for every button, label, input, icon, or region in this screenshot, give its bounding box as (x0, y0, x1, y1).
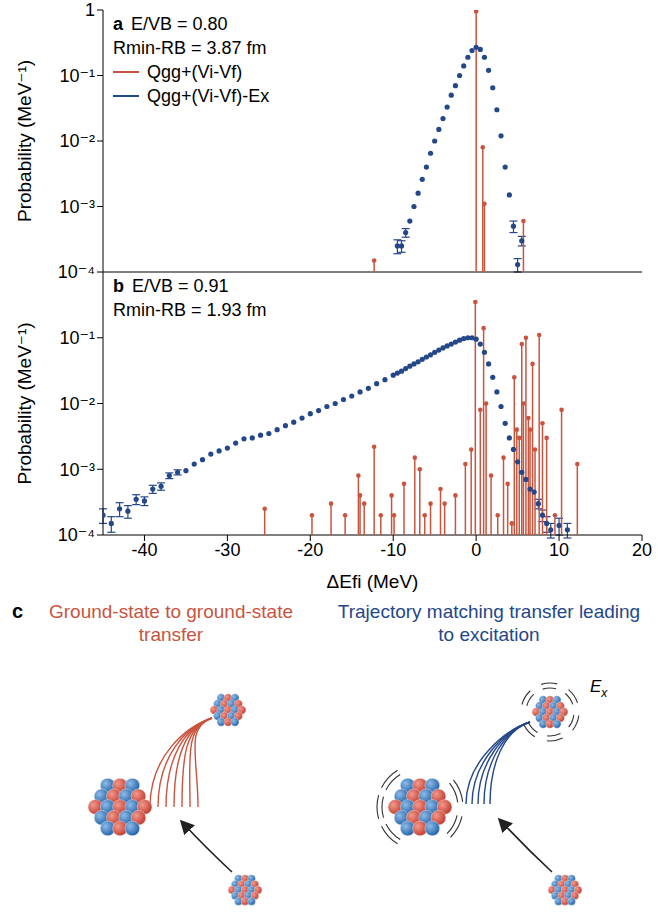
svg-text:Ex: Ex (590, 677, 608, 700)
html-text:a: a (113, 14, 123, 34)
svg-text:Probability (MeV⁻¹): Probability (MeV⁻¹) (14, 322, 35, 484)
svg-text:0: 0 (471, 540, 481, 560)
html-text:Trajectory matching transfer l: Trajectory matching transfer leading to … (337, 601, 641, 645)
svg-text:10⁻³: 10⁻³ (59, 460, 95, 480)
svg-text:10⁻⁴: 10⁻⁴ (58, 525, 95, 545)
svg-text:10⁻¹: 10⁻¹ (59, 328, 95, 348)
svg-text:10⁻⁴: 10⁻⁴ (58, 262, 95, 282)
svg-text:20: 20 (632, 540, 652, 560)
svg-text:ΔEfi (MeV): ΔEfi (MeV) (327, 571, 419, 592)
html-text:Rmin-RB = 3.87 fm: Rmin-RB = 3.87 fm (113, 38, 267, 58)
svg-text:10⁻³: 10⁻³ (59, 197, 95, 217)
html-text:Ground-state to ground-state t: Ground-state to ground-state transfer (49, 601, 293, 645)
svg-text:-20: -20 (297, 540, 323, 560)
html-text:b: b (113, 276, 124, 296)
svg-text:Probability (MeV⁻¹): Probability (MeV⁻¹) (14, 60, 35, 222)
html-text:E/VB = 0.80: E/VB = 0.80 (131, 14, 228, 34)
svg-text:-10: -10 (380, 540, 406, 560)
svg-text:-40: -40 (131, 540, 157, 560)
html-text:E/VB = 0.91: E/VB = 0.91 (132, 276, 229, 296)
svg-text:10⁻¹: 10⁻¹ (59, 66, 95, 86)
svg-text:10⁻²: 10⁻² (59, 131, 95, 151)
svg-text:-30: -30 (214, 540, 240, 560)
svg-text:1: 1 (85, 0, 95, 20)
svg-text:10⁻²: 10⁻² (59, 394, 95, 414)
html-text:Qgg+(Vi-Vf)-Ex: Qgg+(Vi-Vf)-Ex (147, 86, 270, 106)
svg-text:10: 10 (549, 540, 569, 560)
html-text:c: c (12, 600, 24, 622)
html-text:Rmin-RB = 1.93 fm: Rmin-RB = 1.93 fm (113, 300, 267, 320)
html-text:Qgg+(Vi-Vf): Qgg+(Vi-Vf) (147, 62, 243, 82)
